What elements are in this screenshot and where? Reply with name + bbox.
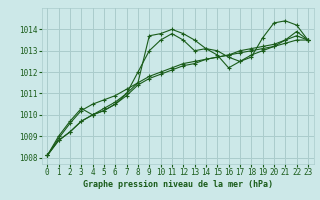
X-axis label: Graphe pression niveau de la mer (hPa): Graphe pression niveau de la mer (hPa) xyxy=(83,180,273,189)
